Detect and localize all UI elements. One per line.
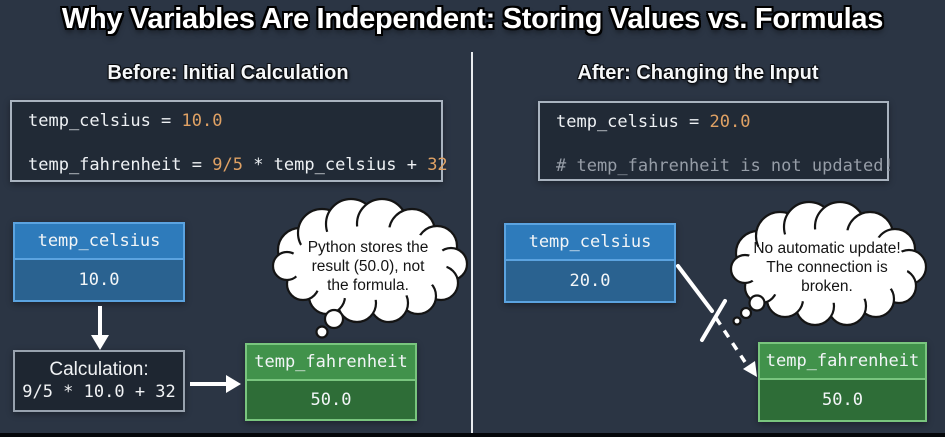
calculation-expression: 9/5 * 10.0 + 32 <box>22 382 176 402</box>
code-line: temp_celsius = 10.0 <box>28 110 441 132</box>
after-thought-bubble: No automatic update! The connection is b… <box>729 200 928 327</box>
code-text: temp_celsius = <box>556 112 710 132</box>
calculation-title: Calculation: <box>49 359 149 380</box>
broken-connection <box>676 264 757 377</box>
panel-divider <box>471 52 473 437</box>
after-thought-line3: broken. <box>801 278 853 295</box>
variable-name: temp_celsius <box>506 225 674 261</box>
variable-value: 20.0 <box>506 261 674 301</box>
code-line: # temp_fahrenheit is not updated! <box>556 155 894 177</box>
code-line: temp_fahrenheit = 9/5 * temp_celsius + 3… <box>28 154 448 176</box>
thought-trail <box>315 308 345 339</box>
calculation-box: Calculation: 9/5 * 10.0 + 32 <box>13 350 185 412</box>
variable-value: 50.0 <box>247 381 415 419</box>
code-number: 32 <box>427 155 448 175</box>
after-celsius-box: temp_celsius 20.0 <box>504 223 676 303</box>
code-number: 20.0 <box>709 112 751 132</box>
code-number: 10.0 <box>181 111 223 131</box>
thought-trail <box>732 294 766 326</box>
after-fahrenheit-box: temp_fahrenheit 50.0 <box>758 342 927 422</box>
after-thought-line1: No automatic update! <box>753 240 900 257</box>
variable-name: temp_celsius <box>15 224 183 260</box>
right-arrow <box>190 375 241 393</box>
after-code-block: temp_celsius = 20.0 # temp_fahrenheit is… <box>538 101 894 181</box>
code-line: temp_celsius = 20.0 <box>556 111 887 133</box>
bottom-edge <box>0 433 945 437</box>
break-slash <box>700 299 727 342</box>
code-text: * temp_celsius + <box>242 155 428 175</box>
code-comment: # temp_fahrenheit is not updated! <box>556 156 894 176</box>
code-text: temp_fahrenheit = <box>28 155 213 175</box>
before-heading: Before: Initial Calculation <box>107 62 349 84</box>
before-celsius-box: temp_celsius 10.0 <box>13 222 185 302</box>
before-thought-line3: the formula. <box>327 277 409 294</box>
code-number: 9/5 <box>212 155 243 175</box>
code-text: temp_celsius = <box>28 111 182 131</box>
down-arrow <box>91 306 109 350</box>
variable-value: 50.0 <box>760 380 925 420</box>
variable-name: temp_fahrenheit <box>760 344 925 380</box>
before-thought-bubble: Python stores the result (50.0), not the… <box>271 197 469 339</box>
slide-title: Why Variables Are Independent: Storing V… <box>61 3 884 35</box>
before-fahrenheit-box: temp_fahrenheit 50.0 <box>245 343 417 421</box>
after-heading: After: Changing the Input <box>577 62 819 84</box>
variable-value: 10.0 <box>15 260 183 300</box>
before-thought-line1: Python stores the <box>308 239 429 256</box>
after-thought-line2: The connection is <box>766 259 888 276</box>
before-thought-line2: result (50.0), not <box>312 258 426 275</box>
variable-name: temp_fahrenheit <box>247 345 415 381</box>
before-code-block: temp_celsius = 10.0 temp_fahrenheit = 9/… <box>10 100 448 182</box>
